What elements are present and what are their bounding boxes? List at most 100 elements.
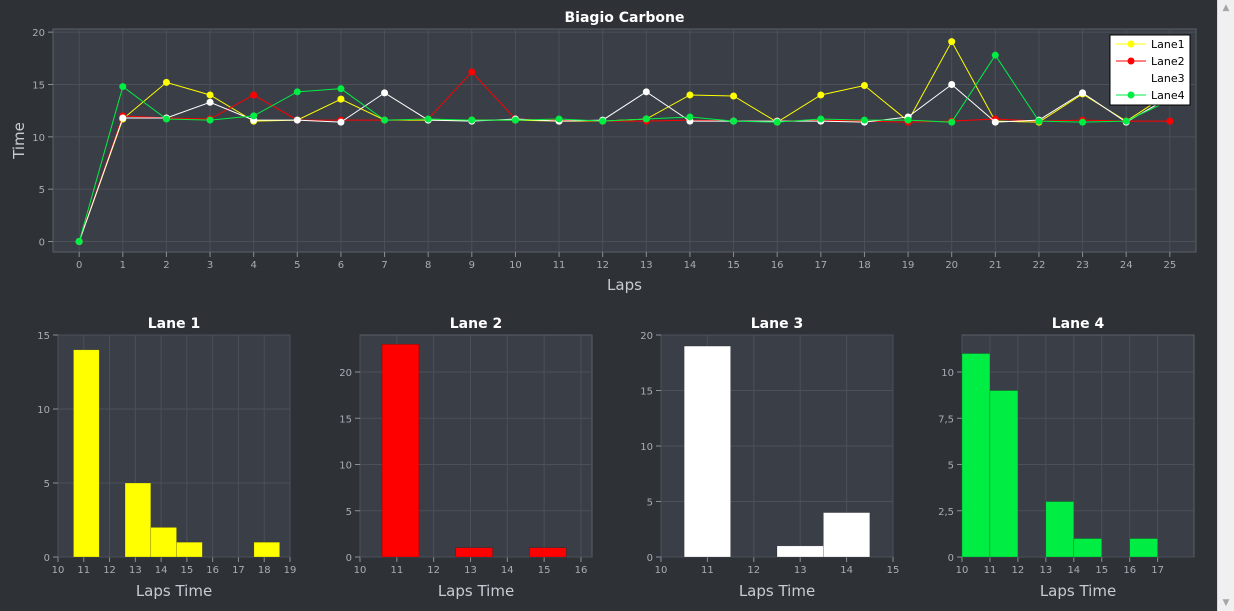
histogram-bar xyxy=(1073,538,1103,558)
x-tick-label: 14 xyxy=(684,260,697,271)
x-tick-label: 16 xyxy=(206,565,219,576)
x-tick-label: 12 xyxy=(103,565,116,576)
x-tick-label: 15 xyxy=(727,260,740,271)
x-tick-label: 15 xyxy=(181,565,194,576)
histogram-bar xyxy=(253,541,280,558)
x-tick-label: 2 xyxy=(163,260,169,271)
y-tick-label: 15 xyxy=(32,80,45,91)
y-tick-label: 5 xyxy=(39,185,45,196)
data-point-lane1 xyxy=(817,91,825,99)
x-axis-title: Laps Time xyxy=(1040,582,1116,600)
x-tick-label: 3 xyxy=(207,260,213,271)
y-tick-label: 10 xyxy=(37,405,50,416)
y-tick-label: 20 xyxy=(640,331,653,342)
x-tick-label: 13 xyxy=(640,260,653,271)
y-tick-label: 5 xyxy=(948,461,954,472)
legend-marker-lane1 xyxy=(1127,40,1135,48)
x-axis-title: Laps Time xyxy=(438,582,514,600)
data-point-lane1 xyxy=(162,78,170,86)
y-tick-label: 15 xyxy=(37,331,50,342)
histogram-title: Lane 3 xyxy=(751,316,803,332)
legend-label-lane3: Lane3 xyxy=(1151,72,1185,85)
y-tick-label: 0 xyxy=(346,553,352,564)
legend-label-lane4: Lane4 xyxy=(1151,89,1185,102)
y-tick-label: 0 xyxy=(948,553,954,564)
x-tick-label: 10 xyxy=(655,565,668,576)
data-point-lane4 xyxy=(250,112,258,120)
chart-title: Biagio Carbone xyxy=(565,10,685,26)
x-tick-label: 22 xyxy=(1033,260,1046,271)
data-point-lane4 xyxy=(730,117,738,125)
histogram-bar xyxy=(150,527,177,558)
legend-marker-lane4 xyxy=(1127,91,1135,99)
x-tick-label: 14 xyxy=(155,565,168,576)
x-tick-label: 11 xyxy=(984,565,997,576)
x-tick-label: 13 xyxy=(129,565,142,576)
data-point-lane1 xyxy=(948,38,956,46)
x-tick-label: 4 xyxy=(250,260,256,271)
x-tick-label: 13 xyxy=(794,565,807,576)
x-tick-label: 13 xyxy=(1039,565,1052,576)
x-tick-label: 11 xyxy=(553,260,566,271)
x-tick-label: 7 xyxy=(381,260,387,271)
data-point-lane4 xyxy=(381,116,389,124)
data-point-lane4 xyxy=(511,116,519,124)
histogram-bar xyxy=(776,545,824,558)
x-tick-label: 0 xyxy=(76,260,82,271)
data-point-lane3 xyxy=(381,89,389,97)
vertical-scrollbar[interactable]: ▲ ▼ xyxy=(1217,0,1234,611)
y-tick-label: 15 xyxy=(640,387,653,398)
x-tick-label: 14 xyxy=(1067,565,1080,576)
x-tick-label: 23 xyxy=(1076,260,1089,271)
legend-label-lane1: Lane1 xyxy=(1151,38,1185,51)
histogram-bar xyxy=(73,349,100,558)
lane2-histogram: 10 11 12 13 14 15 16 0 5 10 15 20 Lane 2 Laps Time xyxy=(339,316,593,600)
x-tick-label: 11 xyxy=(390,565,403,576)
data-point-lane4 xyxy=(1122,117,1130,125)
x-tick-label: 5 xyxy=(294,260,300,271)
x-tick-label: 15 xyxy=(887,565,900,576)
histogram-bar xyxy=(989,390,1019,558)
x-axis-title: Laps Time xyxy=(136,582,212,600)
y-tick-label: 5 xyxy=(346,507,352,518)
legend-label-lane2: Lane2 xyxy=(1151,55,1185,68)
data-point-lane4 xyxy=(119,83,127,91)
x-tick-label: 14 xyxy=(501,565,514,576)
lap-times-chart: 0 1 2 3 4 5 6 7 8 9 10 11 12 13 14 15 16 17 18 19 20 21 22 23 24… xyxy=(10,10,1197,294)
scroll-up-arrow-icon[interactable]: ▲ xyxy=(1222,3,1230,13)
lane4-histogram: 10 11 12 13 14 15 16 17 0 2,5 5 7,5 10 Lane 4 Laps Tim… xyxy=(938,316,1195,600)
data-point-lane4 xyxy=(206,116,214,124)
x-tick-label: 21 xyxy=(989,260,1002,271)
x-tick-label: 11 xyxy=(77,565,90,576)
data-point-lane3 xyxy=(337,118,345,126)
data-point-lane4 xyxy=(686,113,694,121)
x-tick-label: 11 xyxy=(701,565,714,576)
data-point-lane1 xyxy=(206,91,214,99)
data-point-lane4 xyxy=(1079,118,1087,126)
data-point-lane2 xyxy=(250,91,258,99)
x-tick-label: 9 xyxy=(469,260,475,271)
x-tick-label: 13 xyxy=(464,565,477,576)
x-tick-label: 12 xyxy=(427,565,440,576)
y-tick-label: 5 xyxy=(647,498,653,509)
data-point-lane4 xyxy=(555,115,563,123)
x-tick-label: 12 xyxy=(1012,565,1025,576)
histogram-bar xyxy=(1045,501,1075,558)
data-point-lane4 xyxy=(642,115,650,123)
scroll-down-arrow-icon[interactable]: ▼ xyxy=(1222,598,1230,608)
histogram-title: Lane 4 xyxy=(1052,316,1105,332)
x-axis-title: Laps Time xyxy=(739,582,815,600)
data-point-lane4 xyxy=(75,238,83,246)
data-point-lane1 xyxy=(337,95,345,103)
x-tick-label: 17 xyxy=(1151,565,1164,576)
y-tick-label: 10 xyxy=(339,461,352,472)
data-point-lane4 xyxy=(948,118,956,126)
legend-marker-lane2 xyxy=(1127,57,1135,65)
data-point-lane4 xyxy=(860,116,868,124)
data-point-lane1 xyxy=(686,91,694,99)
histogram-bar xyxy=(529,547,567,558)
histogram-bar xyxy=(381,344,420,558)
data-point-lane3 xyxy=(991,118,999,126)
data-point-lane4 xyxy=(424,115,432,123)
